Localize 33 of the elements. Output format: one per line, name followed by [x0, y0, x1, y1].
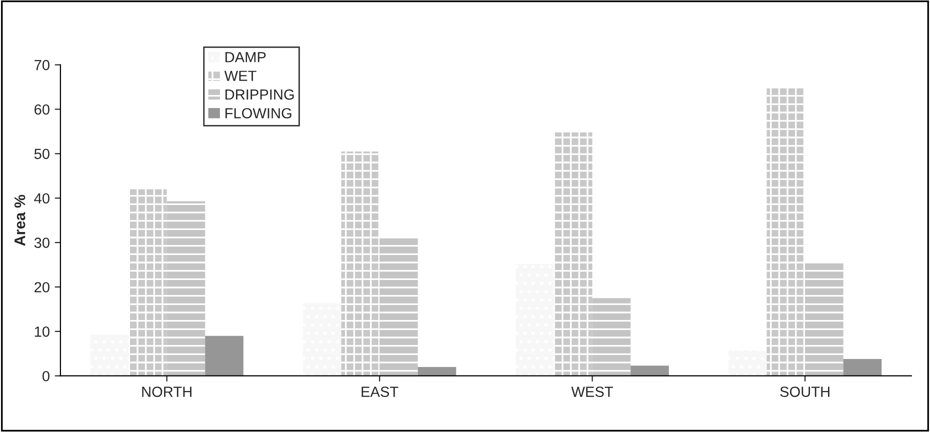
bar	[728, 350, 767, 376]
bar	[341, 151, 380, 376]
bar	[630, 366, 669, 376]
y-tick-label: 70	[34, 60, 50, 70]
y-tick-label: 10	[34, 326, 50, 337]
bar	[516, 264, 554, 376]
bar	[843, 358, 882, 376]
y-tick-label: 20	[34, 282, 50, 292]
y-tick-label: 0	[42, 370, 50, 382]
bar	[166, 201, 206, 376]
x-tick-label: EAST	[362, 386, 398, 397]
bar	[554, 132, 592, 376]
y-tick-label: 60	[34, 104, 50, 115]
legend-label: DRIPPING	[226, 89, 294, 100]
bar	[380, 238, 418, 376]
x-tick-label: NORTH	[142, 386, 192, 397]
bar	[205, 336, 244, 376]
bar	[766, 88, 806, 376]
legend-label: WET	[224, 70, 256, 81]
x-tick-label: SOUTH	[780, 386, 830, 397]
y-tick-label: 40	[34, 193, 50, 204]
x-tick-label: WEST	[571, 386, 614, 397]
bar	[302, 303, 342, 376]
legend-label: FLOWING	[226, 108, 292, 118]
bar	[592, 298, 631, 376]
bar	[128, 189, 167, 376]
bar	[418, 366, 456, 376]
y-tick-label: 30	[34, 238, 50, 248]
bar	[90, 334, 129, 376]
y-axis-title: Area %	[14, 194, 26, 246]
y-tick-label: 50	[34, 148, 50, 160]
bar	[805, 262, 844, 376]
legend-label: DAMP	[226, 52, 266, 62]
